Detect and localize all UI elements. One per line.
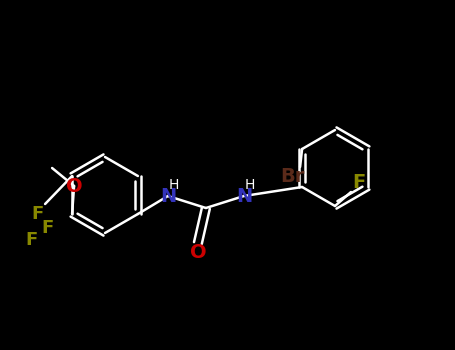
Text: N: N	[160, 187, 176, 205]
Text: F: F	[352, 173, 366, 191]
Text: O: O	[66, 176, 82, 196]
Text: H: H	[169, 178, 179, 192]
Text: F: F	[41, 219, 53, 237]
Text: H: H	[245, 178, 255, 192]
Text: O: O	[190, 244, 206, 262]
Text: Br: Br	[280, 168, 304, 187]
Text: F: F	[31, 205, 43, 223]
Text: N: N	[236, 187, 252, 205]
Text: F: F	[25, 231, 37, 249]
